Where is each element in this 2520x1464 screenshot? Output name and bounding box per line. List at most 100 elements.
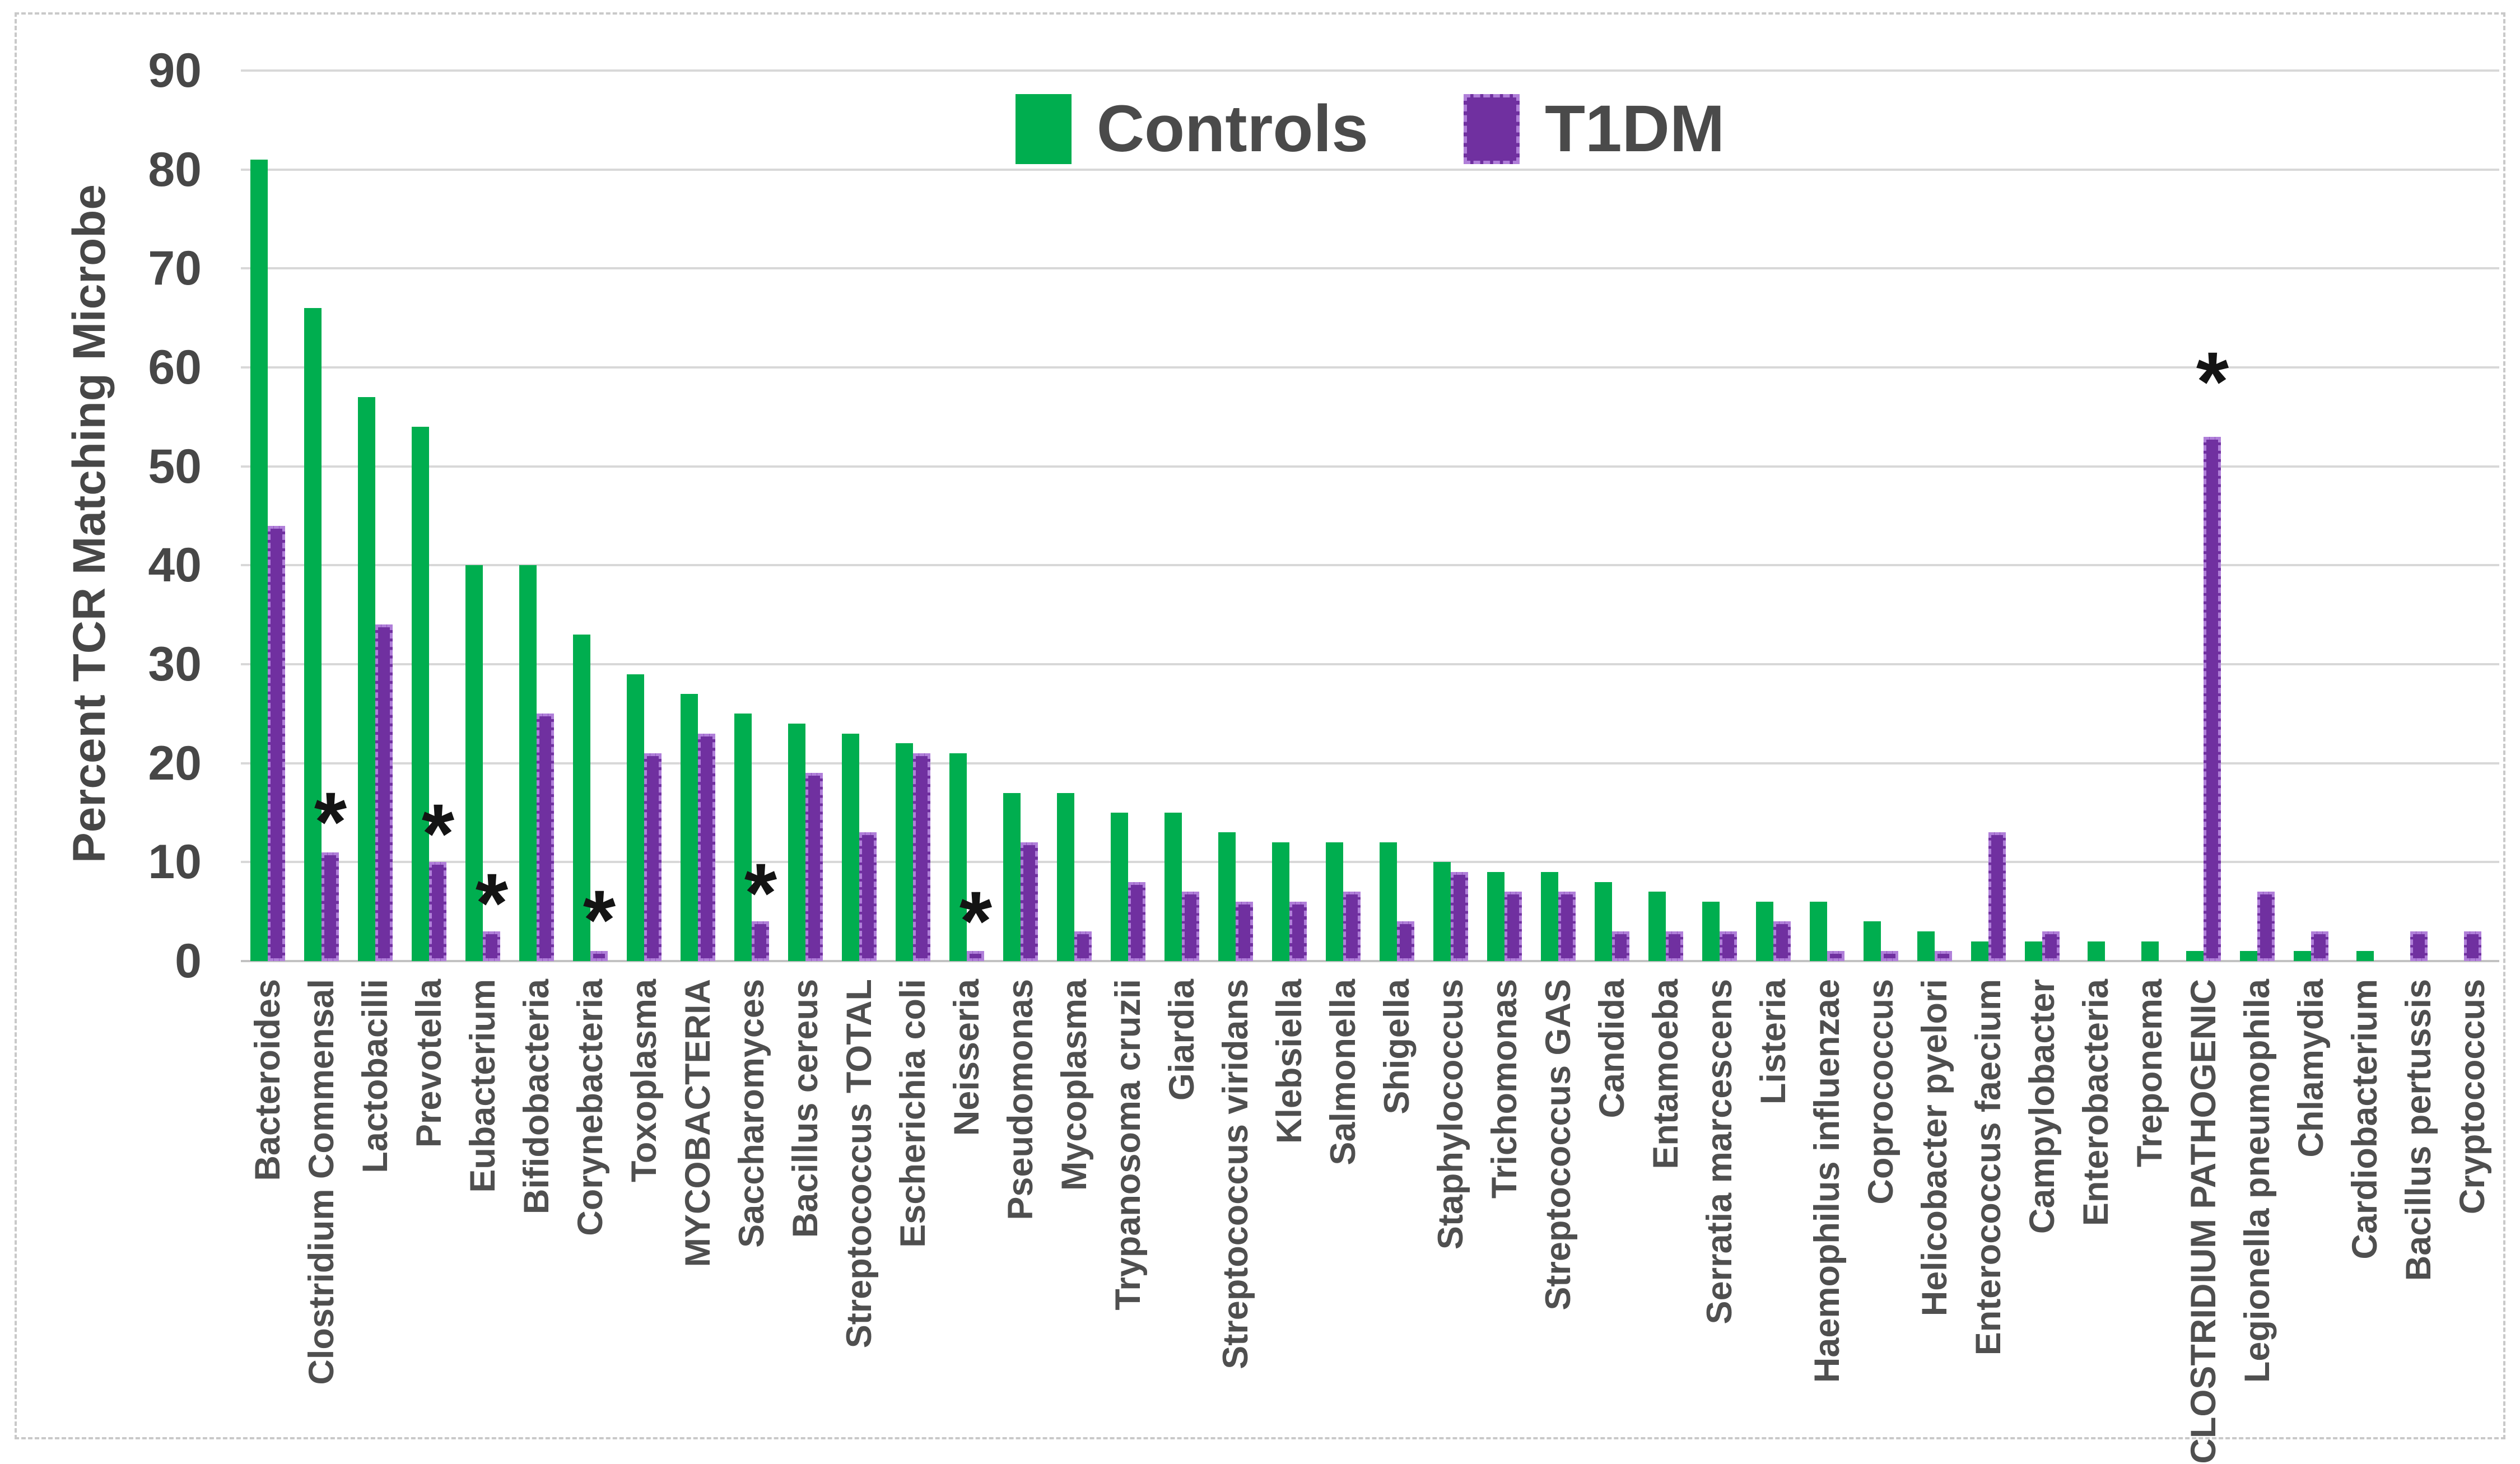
category-cell: Cardiobacterium <box>2338 979 2392 1438</box>
category-cell: Enterococcus faecium <box>1962 979 2015 1438</box>
bar-group <box>1478 71 1531 961</box>
bar-controls <box>1917 931 1935 961</box>
bar-group <box>348 71 402 961</box>
gridline <box>241 465 2499 468</box>
legend-item-t1dm: T1DM <box>1463 94 1725 164</box>
legend-item-controls: Controls <box>1015 92 1368 166</box>
bar-group <box>2446 71 2499 961</box>
bar-controls <box>1326 842 1343 961</box>
bar-controls <box>896 743 913 961</box>
bar-controls <box>1218 832 1236 961</box>
bar-group <box>1370 71 1424 961</box>
category-cell: MYCOBACTERIA <box>671 979 725 1438</box>
bar-t1dm <box>644 753 662 961</box>
category-label: Escherichia coli <box>893 979 933 1248</box>
bar-group <box>1746 71 1800 961</box>
bar-group <box>2069 71 2123 961</box>
bar-group: * <box>295 71 348 961</box>
legend: Controls T1DM <box>241 84 2499 174</box>
bar-t1dm <box>1773 921 1791 961</box>
category-label: Cryptococcus <box>2452 979 2492 1215</box>
bar-group <box>1263 71 1316 961</box>
bar-group: * <box>402 71 456 961</box>
bar-group <box>671 71 725 961</box>
bar-group <box>2123 71 2177 961</box>
plot-area: * * * * * * * <box>241 69 2499 963</box>
bar-group: * <box>456 71 510 961</box>
bar-t1dm <box>2204 436 2221 961</box>
bar-controls <box>788 724 805 961</box>
bar-controls <box>1487 872 1504 961</box>
category-label: Campylobacter <box>2022 979 2062 1234</box>
bar-t1dm <box>429 862 446 961</box>
category-cell: Streptococcus GAS <box>1531 979 1585 1438</box>
bar-t1dm <box>375 624 393 961</box>
bar-group <box>1155 71 1209 961</box>
bar-group: * <box>940 71 994 963</box>
bar-t1dm <box>1451 872 1468 961</box>
category-cell: Corynebacteria <box>563 979 617 1438</box>
significance-asterisk: * <box>421 786 455 881</box>
bar-group <box>832 71 886 961</box>
bar-controls <box>1380 842 1397 961</box>
bar-controls <box>1864 921 1881 961</box>
significance-asterisk: * <box>475 856 509 950</box>
bar-controls <box>2240 951 2257 961</box>
category-label: Trypanosoma cruzii <box>1108 979 1148 1311</box>
bar-t1dm <box>1720 931 1737 961</box>
bar-t1dm <box>967 951 984 961</box>
bar-group <box>1047 71 1101 961</box>
bar-group <box>1209 71 1263 961</box>
x-axis-labels: Bacteroides Clostridium Commensal Lactobac… <box>241 979 2499 1464</box>
bar-controls <box>2025 941 2042 961</box>
bar-t1dm <box>1988 832 2006 961</box>
y-tick-label: 90 <box>148 44 202 97</box>
category-cell: Streptococcus viridans <box>1209 979 1263 1438</box>
bar-group <box>886 71 940 961</box>
category-cell: Chlamydia <box>2284 979 2338 1438</box>
category-label: Haemophilus influenzae <box>1807 979 1847 1383</box>
bar-t1dm <box>1128 882 1145 961</box>
category-cell: Bifidobacteria <box>510 979 563 1438</box>
bar-group: * <box>2177 71 2230 961</box>
category-cell: Trypanosoma cruzii <box>1101 979 1155 1438</box>
category-cell: Bacteroides <box>241 979 295 1438</box>
category-label: Streptococcus viridans <box>1215 979 1255 1369</box>
bar-group <box>1316 71 1370 961</box>
bar-controls <box>250 160 268 961</box>
bar-controls <box>1111 813 1128 961</box>
bar-group <box>1101 71 1155 961</box>
bar-t1dm <box>2257 892 2275 961</box>
bar-group <box>1693 71 1746 961</box>
bar-t1dm <box>752 921 769 961</box>
gridline <box>241 861 2499 864</box>
category-cell: Pseudomonas <box>994 979 1047 1438</box>
legend-label-controls: Controls <box>1096 92 1368 166</box>
category-label: Serratia marcescens <box>1699 979 1739 1325</box>
bar-t1dm <box>537 714 554 961</box>
bar-group <box>1639 71 1693 961</box>
bar-controls <box>1810 902 1827 961</box>
bar-group <box>1531 71 1585 961</box>
bar-group <box>2338 71 2392 961</box>
bar-controls <box>1648 892 1666 961</box>
bar-controls <box>412 427 429 961</box>
category-label: Entamoeba <box>1646 979 1685 1169</box>
category-cell: Staphylococcus <box>1424 979 1478 1438</box>
bar-controls <box>1595 882 1612 961</box>
x-axis-line <box>241 960 2499 962</box>
category-label: Clostridium Commensal <box>301 979 341 1385</box>
bar-t1dm <box>1182 892 1199 961</box>
category-cell: Saccharomyces <box>725 979 779 1438</box>
category-label: Coprococcus <box>1861 979 1901 1205</box>
category-label: Legionella pneumophila <box>2237 979 2277 1383</box>
category-label: Helicobacter pyelori <box>1915 979 1954 1317</box>
category-label: Bacillus cereus <box>785 979 825 1238</box>
bar-group <box>2015 71 2069 961</box>
category-label: MYCOBACTERIA <box>678 979 718 1267</box>
category-label: Streptococcus TOTAL <box>839 979 879 1349</box>
bar-controls <box>1003 792 1021 961</box>
category-label: Bacillus pertussis <box>2398 979 2438 1281</box>
gridline <box>241 168 2499 171</box>
